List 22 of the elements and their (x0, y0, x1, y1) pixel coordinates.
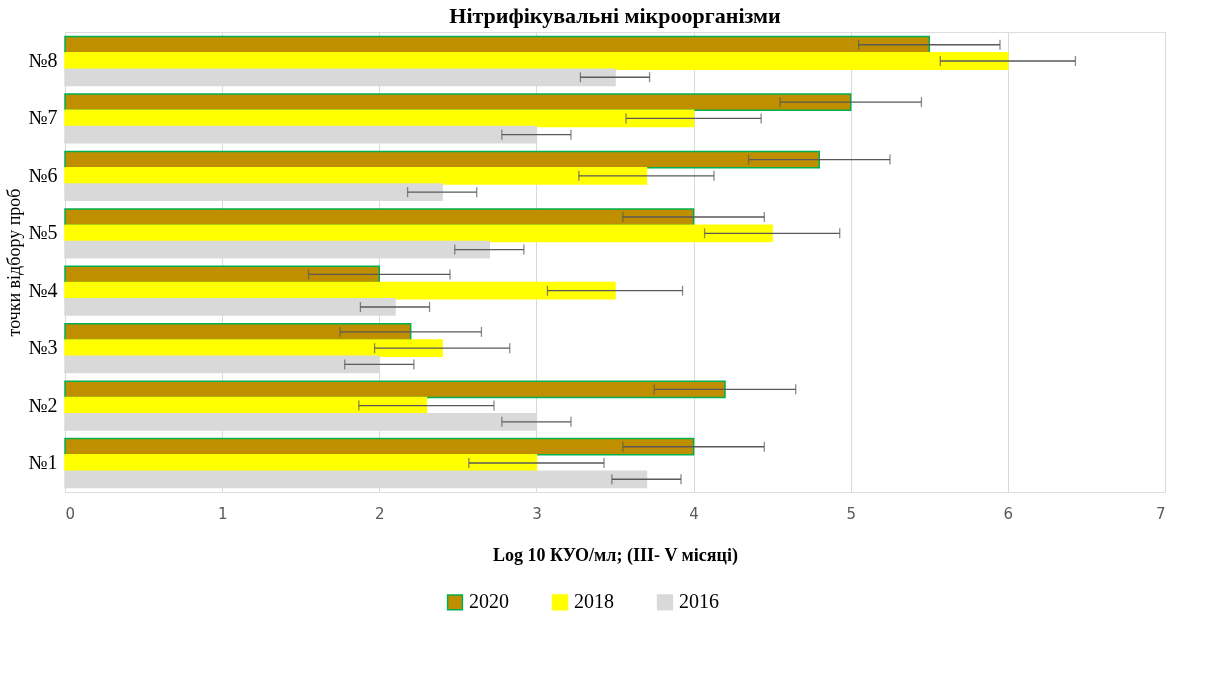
y-tick-label: №4 (28, 278, 58, 301)
chart-title: Нітрифікувальні мікроорганізми (449, 3, 782, 28)
legend-label: 2020 (469, 590, 509, 613)
x-axis-title: Log 10 КУО/мл; (ІІІ- V місяці) (493, 544, 738, 566)
y-tick-label: №2 (28, 393, 58, 416)
x-tick-label: 4 (689, 504, 699, 523)
x-tick-label: 1 (217, 504, 228, 523)
y-tick-label: №1 (28, 451, 58, 473)
legend-label: 2018 (574, 590, 614, 613)
x-tick-label: 2 (375, 504, 385, 523)
y-tick-label: №7 (28, 106, 58, 129)
x-tick-label: 6 (1003, 504, 1014, 523)
x-tick-label: 7 (1155, 504, 1166, 523)
x-tick-label: 3 (532, 504, 542, 523)
legend-label: 2016 (679, 590, 719, 613)
y-axis-title: точки відбору проб (4, 188, 25, 337)
x-tick-label: 5 (846, 504, 856, 523)
x-tick-label: 0 (65, 504, 76, 523)
y-tick-label: №5 (28, 221, 58, 244)
y-tick-label: №8 (28, 49, 58, 71)
y-tick-label: №6 (28, 163, 58, 186)
y-tick-label: №3 (28, 336, 58, 359)
